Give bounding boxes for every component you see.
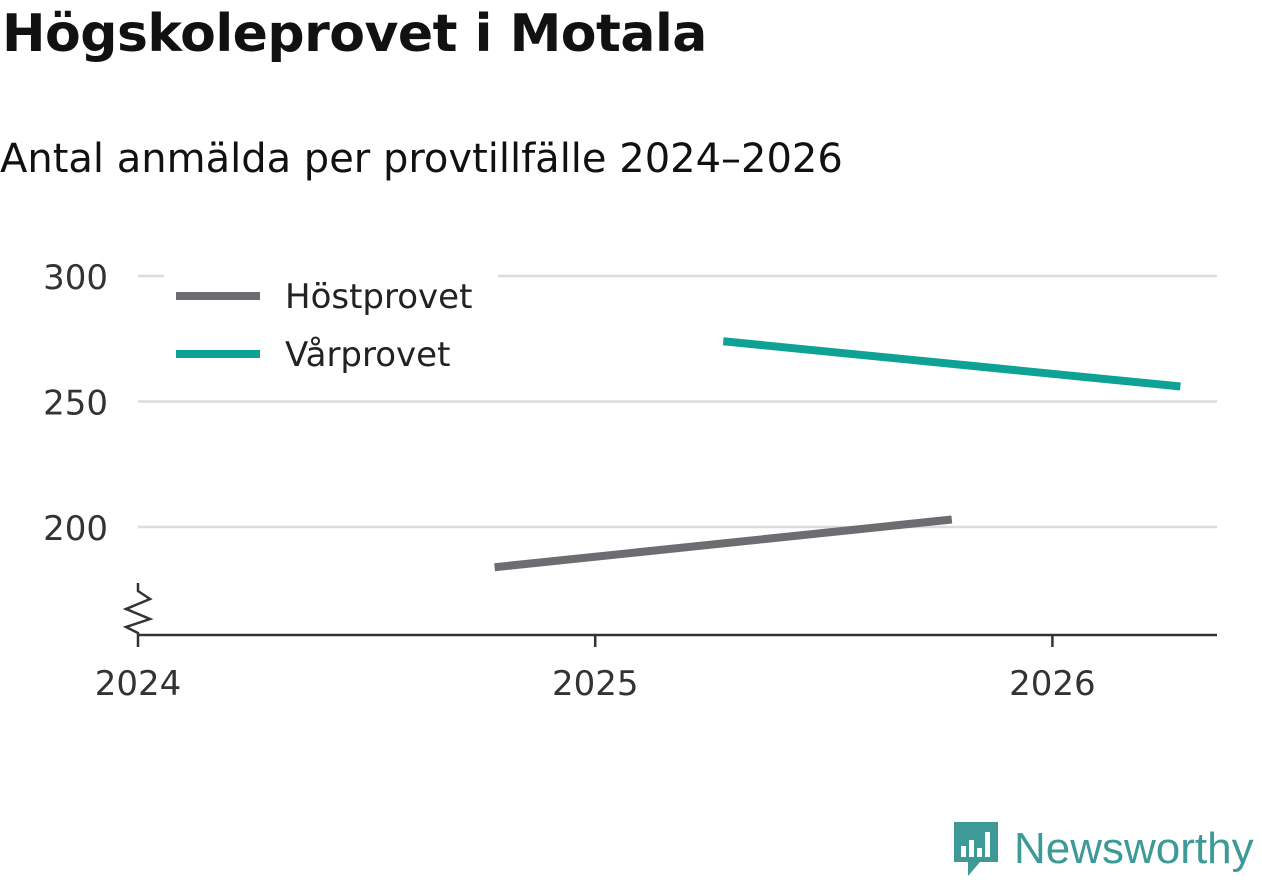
y-tick-label-250: 250 [43, 384, 108, 424]
chart-title: Högskoleprovet i Motala [2, 4, 707, 64]
x-axis-ticks: 2024 2025 2026 [95, 635, 1096, 704]
y-tick-label-200: 200 [43, 509, 108, 549]
legend-background [164, 270, 498, 380]
brand-logo: Newsworthy [950, 818, 1254, 880]
legend: Höstprovet Vårprovet [164, 270, 498, 380]
x-tick-label-2026: 2026 [1009, 664, 1096, 704]
y-axis-ticks: 200 250 300 [43, 258, 108, 549]
legend-label-höstprovet: Höstprovet [285, 277, 472, 317]
x-tick-label-2025: 2025 [552, 664, 639, 704]
legend-label-vårprovet: Vårprovet [285, 335, 450, 375]
brand-name: Newsworthy [1014, 824, 1254, 873]
y-tick-label-300: 300 [43, 258, 108, 298]
axis-break-icon [122, 583, 154, 635]
x-axis [122, 583, 1217, 637]
series-lines [494, 337, 1181, 572]
chart-subtitle: Antal anmälda per provtillfälle 2024–202… [0, 136, 843, 182]
newsworthy-logo-icon [954, 822, 998, 876]
x-tick-label-2024: 2024 [95, 664, 182, 704]
series-line-vårprovet [722, 337, 1181, 391]
series-line-höstprovet [494, 515, 953, 572]
